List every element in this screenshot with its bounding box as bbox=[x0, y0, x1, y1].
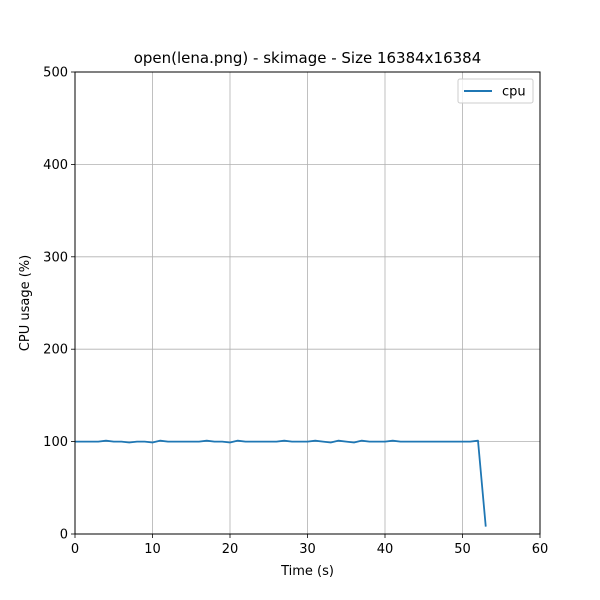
x-tick-label: 40 bbox=[377, 542, 394, 557]
legend: cpu bbox=[457, 78, 534, 104]
y-tick-label: 400 bbox=[43, 158, 68, 173]
x-tick-label: 20 bbox=[222, 542, 239, 557]
grid-lines bbox=[74, 71, 541, 535]
legend-box bbox=[457, 78, 534, 104]
x-tick-label: 0 bbox=[71, 542, 79, 557]
chart-title: open(lena.png) - skimage - Size 16384x16… bbox=[134, 49, 482, 67]
axis-ticks: 0 10 20 30 40 50 60 0 100 200 300 400 500 bbox=[43, 66, 548, 558]
x-axis-label: Time (s) bbox=[280, 564, 334, 579]
legend-label-cpu: cpu bbox=[502, 85, 526, 100]
x-tick-label: 10 bbox=[144, 542, 161, 557]
x-tick-label: 30 bbox=[299, 542, 316, 557]
y-tick-label: 100 bbox=[43, 435, 68, 450]
y-tick-label: 0 bbox=[60, 528, 68, 543]
series-line-cpu bbox=[75, 439, 487, 527]
x-tick-label: 60 bbox=[532, 542, 549, 557]
y-tick-label: 300 bbox=[43, 250, 68, 265]
series-layer bbox=[75, 439, 487, 527]
y-tick-label: 500 bbox=[43, 66, 68, 81]
y-axis-label: CPU usage (%) bbox=[18, 255, 33, 351]
y-tick-label: 200 bbox=[43, 343, 68, 358]
x-tick-label: 50 bbox=[454, 542, 471, 557]
